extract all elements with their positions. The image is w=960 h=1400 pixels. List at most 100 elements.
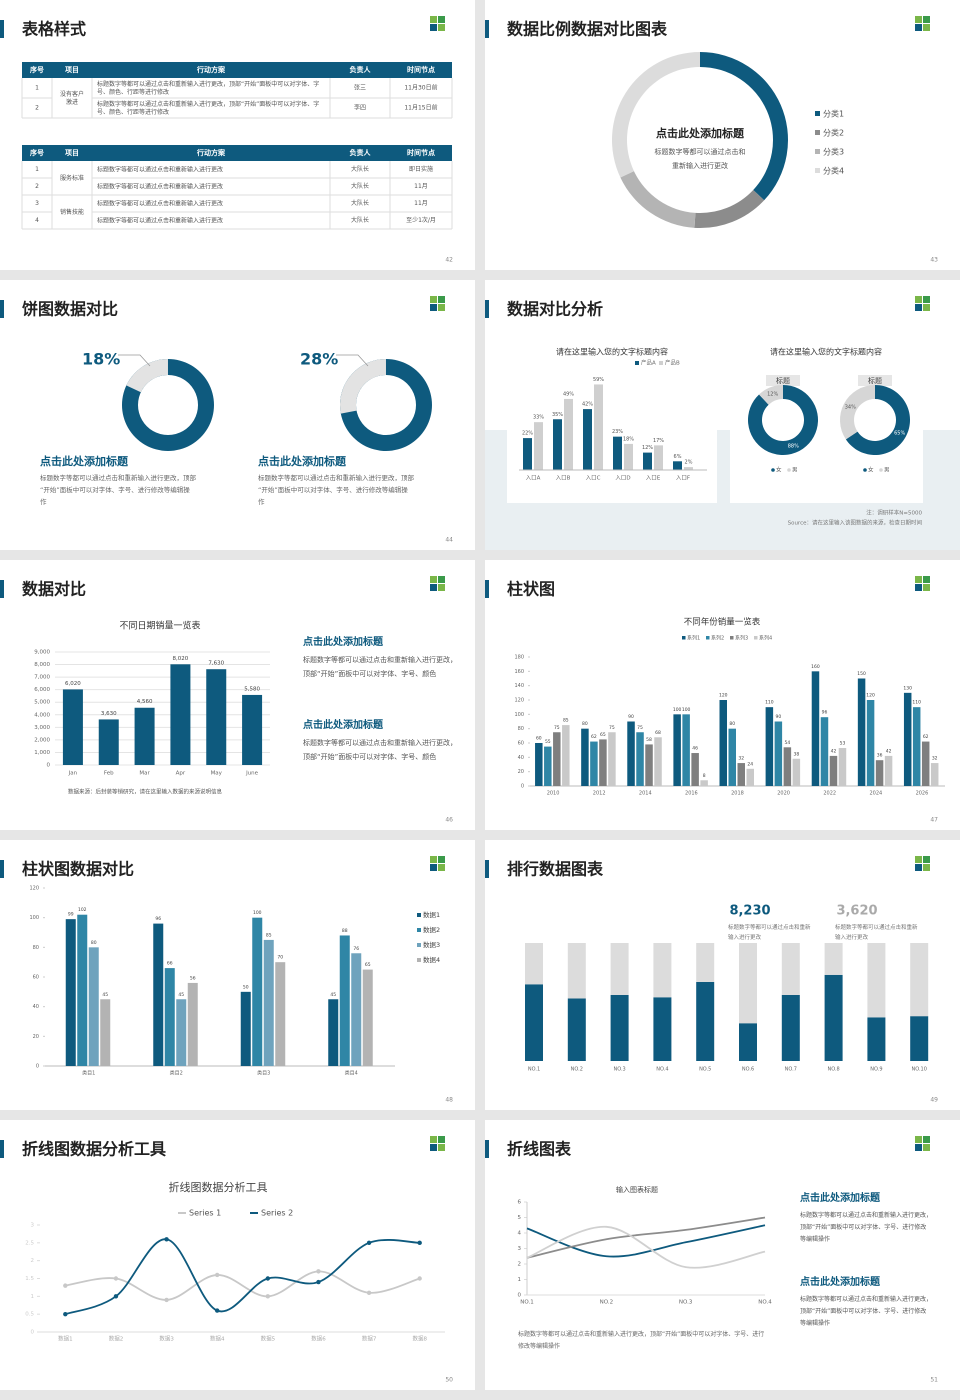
legend-swatch — [417, 958, 421, 962]
note: 标题数字等都可以通过点击和重新输入进行更改，顶部“开始”面板中可以对字体、字号、… — [518, 1330, 764, 1350]
stat-value: 3,620 — [836, 904, 877, 919]
bar — [65, 919, 76, 1066]
table-cell: 张三 — [354, 84, 366, 92]
data-label: 120 — [719, 693, 728, 699]
page-number: 51 — [930, 1377, 938, 1384]
logo — [438, 296, 445, 303]
donut-slice — [845, 385, 910, 455]
data-label: 70 — [277, 955, 283, 961]
title-accent — [0, 1140, 4, 1158]
page-number: 46 — [445, 817, 453, 824]
table-cell: 标题数字等都可以通过点击和重新输入进行更改，顶部“开始”面板中可以对字体、字号、… — [97, 100, 319, 116]
x-tick-label: NO.1 — [528, 1067, 540, 1073]
x-tick-label: 数据4 — [210, 1335, 225, 1343]
text-line: 顶部“开始”面板中可以对字体、字号、颜色 — [303, 752, 436, 761]
data-label: 45 — [330, 992, 336, 998]
headline: 点击此处添加标题 — [303, 718, 384, 731]
legend-label: 分类1 — [823, 109, 844, 119]
bar-segment — [653, 943, 672, 998]
title-accent — [485, 300, 489, 318]
y-tick-label: 60 — [33, 975, 39, 981]
title-accent — [0, 860, 4, 878]
bar — [553, 419, 562, 470]
y-tick-label: 1 — [518, 1277, 522, 1283]
slide: 饼图数据对比 44 18% 点击此处添加标题标题数字等都可以通过点击和重新输入进行更改… — [0, 280, 475, 550]
y-tick-label: 9,000 — [34, 650, 50, 656]
note: 注：调研样本N=5000 — [866, 509, 922, 517]
x-tick-label: 2016 — [685, 791, 698, 797]
line-series — [526, 1216, 766, 1259]
data-label: 160 — [811, 664, 820, 670]
text-line: 标题数字等都可以通过点击和重新输入进行更改 — [97, 165, 223, 173]
bar-segment — [610, 943, 629, 995]
legend-label: 产品B — [665, 359, 680, 367]
bar — [838, 748, 847, 786]
x-tick-label: 类目4 — [345, 1070, 358, 1077]
y-tick-label: 80 — [33, 945, 39, 951]
table-cell: 销售技能 — [60, 208, 84, 216]
data-label: 58 — [646, 737, 652, 743]
bar — [691, 753, 699, 786]
y-tick-label: 1.5 — [25, 1276, 34, 1282]
bar-segment — [910, 1016, 929, 1061]
y-tick-label: 60 — [518, 741, 524, 747]
bar — [206, 669, 227, 765]
y-tick-label: 100 — [514, 712, 524, 718]
bar — [673, 714, 681, 786]
point — [316, 1269, 321, 1274]
data-label: 90 — [775, 714, 781, 720]
logo — [430, 296, 437, 303]
x-tick-label: 数据6 — [311, 1335, 326, 1343]
bar — [88, 947, 99, 1066]
text-line: 输入进行更改 — [835, 933, 869, 941]
x-tick-label: 数据8 — [412, 1335, 427, 1343]
bar — [62, 689, 83, 765]
bar-segment — [525, 943, 543, 985]
bar — [100, 999, 111, 1066]
data-label: 53 — [840, 741, 846, 747]
headline: 点击此处添加标题 — [800, 1191, 881, 1204]
data-label: 17% — [653, 438, 664, 444]
paragraph: 标题数字等都可以通过点击和重新输入进行更改，顶部“开始”面板中可以对字体、字号、… — [303, 655, 457, 678]
text-line: 没有客户 — [60, 90, 84, 98]
legend-swatch — [417, 943, 421, 947]
bar-segment — [739, 1023, 757, 1061]
bar — [866, 700, 875, 786]
page-number: 48 — [445, 1097, 453, 1104]
y-tick-label: 40 — [518, 755, 524, 761]
data-label: 32 — [738, 756, 744, 762]
point — [164, 1297, 169, 1303]
x-tick-label: NO.8 — [827, 1067, 839, 1073]
bar — [328, 999, 339, 1066]
bar — [903, 692, 912, 786]
legend-label: 系列4 — [759, 635, 772, 642]
data-label: 12% — [767, 391, 778, 397]
legend-label: 男 — [884, 467, 890, 474]
legend-label: 数据3 — [423, 940, 440, 949]
pill — [766, 375, 800, 386]
x-tick-label: 2024 — [869, 791, 882, 797]
paragraph: 标题数字等都可以通过点击和重新输入进行更改，顶部“开始”面板中可以对字体、字号、… — [258, 473, 415, 506]
table-cell: 3 — [35, 200, 39, 207]
legend-label: 女 — [868, 466, 874, 474]
table-cell: 李四 — [354, 104, 366, 112]
bar — [792, 758, 801, 786]
slide-background — [0, 1120, 475, 1390]
data-label: 60 — [536, 736, 542, 742]
bar — [884, 755, 893, 786]
paragraph: 标题数字等都可以通过点击和重新输入进行更改，顶部“开始”面板中可以对字体、字号、… — [800, 1295, 932, 1327]
legend-label: 分类2 — [823, 128, 844, 138]
donut-label: 标题 — [776, 376, 790, 385]
text-line: 激进 — [66, 98, 78, 106]
data-label: 65% — [894, 431, 905, 437]
headline: 点击此处添加标题 — [40, 454, 129, 468]
data-label: 32 — [932, 756, 938, 762]
slide: 折线图数据分析工具 50 折线图数据分析工具 Series 1 Series 2 0 0.5… — [0, 1120, 475, 1390]
bar-segment — [525, 984, 543, 1061]
table-header-cell: 行动方案 — [196, 65, 226, 74]
x-tick-label: 2026 — [916, 791, 929, 797]
text-line: 标题数字等都可以通过点击和重新输入进行更改，顶部 — [40, 473, 197, 482]
bar — [783, 747, 792, 786]
table-cell: 没有客户激进 — [60, 90, 84, 106]
data-label: 80 — [91, 940, 97, 946]
